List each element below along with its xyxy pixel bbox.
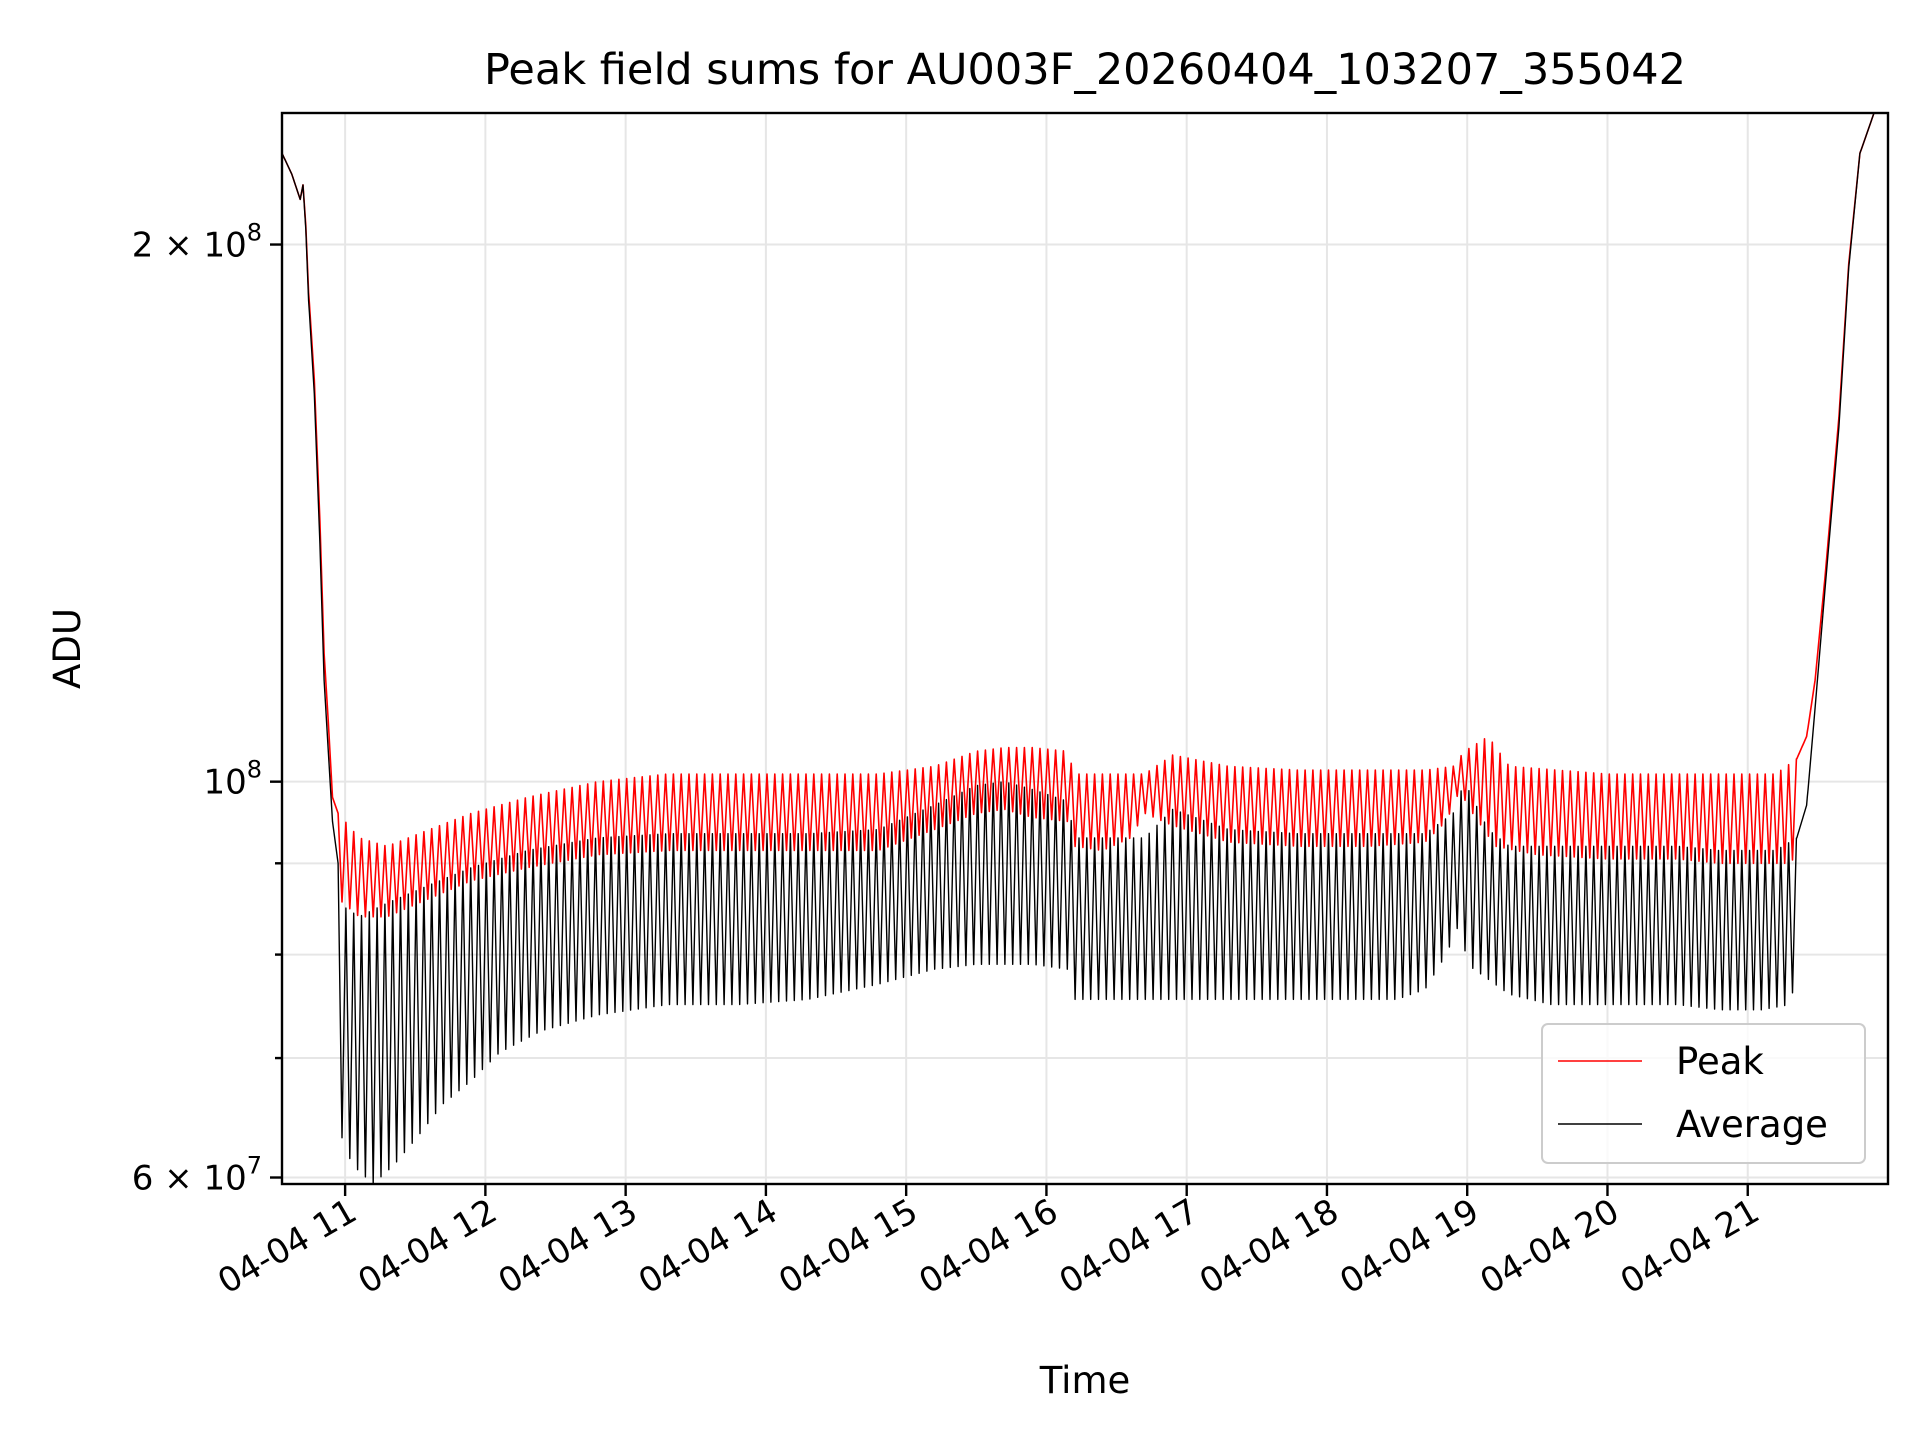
series-line-peak xyxy=(282,113,1888,918)
legend-box xyxy=(1541,1023,1866,1164)
y-axis-label: ADU xyxy=(46,608,89,689)
plot-series xyxy=(282,113,1888,1184)
chart-title: Peak field sums for AU003F_20260404_1032… xyxy=(484,45,1686,95)
grid xyxy=(282,113,1888,1184)
y-tick-label: 6 × 107 xyxy=(132,1152,262,1199)
legend: Peak Average xyxy=(1541,1023,1866,1164)
legend-label-average: Average xyxy=(1676,1103,1828,1146)
series-line-average xyxy=(282,113,1888,1184)
plot-frame xyxy=(280,111,1890,1186)
legend-label-peak: Peak xyxy=(1676,1040,1764,1083)
y-tick-label: 108 xyxy=(203,756,262,803)
y-tick-label: 2 × 108 xyxy=(132,219,262,266)
x-axis-label: Time xyxy=(1039,1359,1131,1402)
